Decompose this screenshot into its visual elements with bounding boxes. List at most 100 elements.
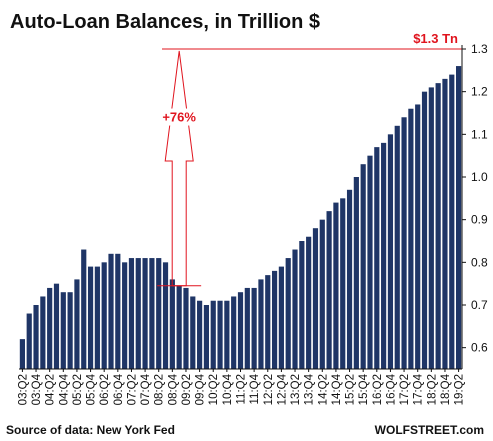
bar-04-q4	[60, 292, 66, 369]
bar-19-q1	[449, 74, 455, 369]
y-tick-label: 1.1	[471, 127, 488, 141]
x-tick-label: 06:Q2	[99, 374, 111, 405]
x-tick-label: 19:Q2	[454, 374, 466, 405]
bar-18-q3	[435, 83, 441, 369]
x-tick-label: 08:Q2	[154, 374, 166, 405]
x-tick-label: 10:Q4	[222, 373, 234, 405]
y-tick-label: 0.6	[471, 341, 488, 355]
bar-07-q4	[142, 258, 148, 369]
x-tick-label: 13:Q4	[304, 373, 316, 405]
bar-17-q3	[408, 108, 414, 369]
bar-16-q1	[367, 155, 373, 369]
x-tick-label: 14:Q2	[317, 374, 329, 405]
bar-08-q1	[149, 258, 155, 369]
y-tick-label: 1.2	[471, 85, 488, 99]
x-tick-label: 18:Q2	[426, 374, 438, 405]
bar-12-q3	[271, 270, 278, 369]
change-label-background	[157, 108, 202, 126]
source-note: Source of data: New York Fed	[6, 423, 175, 437]
bar-06-q1	[94, 266, 100, 369]
bar-07-q1	[122, 262, 128, 369]
x-tick-label: 07:Q4	[140, 373, 152, 405]
y-tick-label: 1.0	[471, 170, 488, 184]
growth-arrow	[164, 50, 194, 287]
x-tick-label: 14:Q4	[331, 373, 343, 405]
bar-06-q2	[101, 262, 107, 369]
bar-14-q3	[326, 211, 332, 369]
y-axis-ticks: 0.6 0.7 0.8 0.9 1.0 1.1 1.2 1.3	[462, 42, 488, 355]
bar-05-q4	[87, 266, 94, 369]
bar-17-q4	[415, 104, 421, 369]
bar-18-q4	[442, 78, 448, 370]
bar-13-q2	[292, 249, 298, 369]
bars-group	[19, 66, 462, 370]
bar-16-q2	[374, 147, 380, 369]
bar-05-q1	[67, 292, 73, 369]
bar-11-q2	[237, 292, 244, 369]
peak-value-label: $1.3 Tn	[413, 31, 458, 46]
bar-10-q4	[224, 300, 230, 369]
y-tick-label: 0.8	[471, 255, 488, 269]
x-tick-label: 03:Q4	[31, 373, 43, 405]
bar-15-q4	[360, 164, 366, 369]
bar-03-q3	[26, 313, 32, 369]
x-tick-label: 08:Q4	[167, 373, 179, 405]
x-tick-label: 15:Q4	[358, 373, 370, 405]
bar-07-q3	[135, 258, 141, 369]
bar-06-q4	[115, 253, 121, 369]
bar-10-q2	[210, 300, 216, 369]
x-tick-label: 17:Q4	[413, 373, 425, 405]
bar-03-q2	[19, 339, 25, 369]
bar-12-q2	[265, 275, 271, 369]
bar-08-q4	[169, 279, 175, 369]
x-tick-label: 05:Q4	[86, 373, 98, 405]
x-tick-label: 11:Q4	[249, 373, 261, 404]
bar-12-q1	[258, 279, 264, 369]
bar-09-q3	[190, 296, 196, 369]
bar-15-q1	[340, 198, 346, 369]
bar-07-q2	[128, 258, 135, 369]
x-tick-label: 04:Q2	[45, 374, 57, 405]
bar-10-q1	[203, 305, 210, 369]
bar-13-q3	[299, 241, 305, 369]
bar-09-q1	[176, 285, 182, 369]
bar-03-q4	[33, 305, 39, 369]
x-tick-label: 09:Q2	[181, 374, 193, 405]
percent-change-label: +76%	[162, 110, 196, 125]
bar-19-q2	[456, 66, 462, 369]
bar-17-q1	[394, 125, 400, 369]
y-tick-label: 0.7	[471, 298, 488, 312]
x-tick-label: 12:Q2	[263, 374, 275, 405]
x-tick-label: 15:Q2	[345, 374, 357, 405]
x-tick-label: 09:Q4	[195, 373, 207, 405]
x-tick-label: 13:Q2	[290, 374, 302, 405]
bar-04-q3	[53, 283, 60, 369]
bar-15-q2	[346, 189, 353, 369]
x-tick-label: 12:Q4	[276, 373, 288, 405]
bar-06-q3	[108, 253, 114, 369]
y-tick-label: 0.9	[471, 213, 488, 227]
x-tick-label: 17:Q2	[399, 374, 411, 405]
bar-08-q2	[156, 258, 162, 369]
x-tick-label: 04:Q4	[58, 373, 70, 405]
bar-18-q2	[428, 87, 434, 370]
bar-18-q1	[421, 91, 428, 370]
bar-17-q2	[401, 117, 407, 370]
bar-14-q1	[312, 228, 319, 369]
bar-05-q3	[81, 249, 87, 369]
bar-12-q4	[278, 266, 284, 369]
bar-09-q2	[183, 287, 189, 369]
bar-10-q3	[217, 300, 223, 369]
bar-14-q2	[319, 219, 325, 369]
x-tick-label: 03:Q2	[17, 374, 29, 405]
bar-13-q4	[306, 236, 312, 369]
x-axis-ticks: 03:Q2 03:Q4 04:Q2 04:Q4 05:Q2 05:Q4 06:Q2 06:Q4…	[17, 369, 466, 405]
bar-09-q4	[197, 300, 203, 369]
y-tick-label: 1.3	[471, 42, 488, 56]
x-tick-label: 11:Q2	[236, 374, 248, 404]
bar-05-q2	[74, 279, 80, 369]
x-tick-label: 16:Q4	[385, 373, 397, 405]
bar-11-q1	[231, 296, 237, 369]
bar-13-q1	[285, 258, 291, 369]
